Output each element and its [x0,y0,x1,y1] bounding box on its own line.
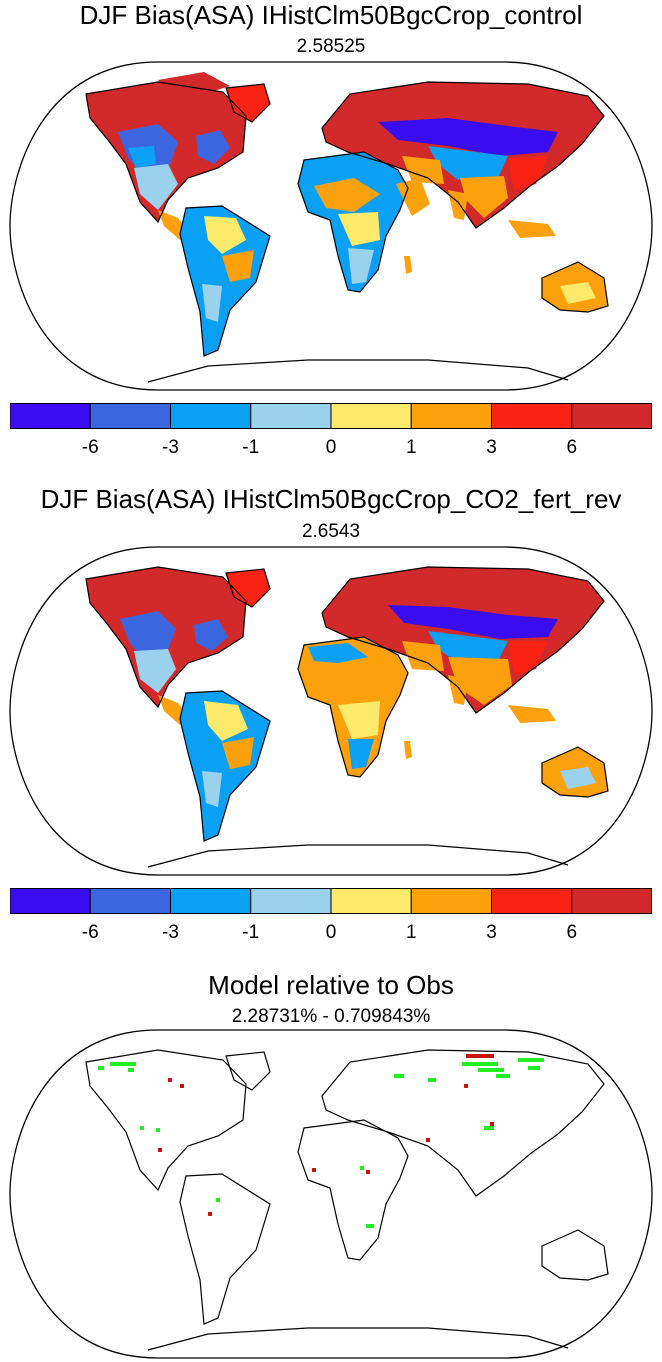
colorbar-box [491,888,573,914]
colorbar-box [170,888,252,914]
map-boundary [9,546,653,876]
colorbar-1 [10,403,652,429]
colorbar-tick-label: 3 [486,922,497,943]
colorbar-tick-label: -6 [81,437,99,458]
colorbar-box [89,403,171,429]
difference-cells [98,1054,544,1228]
colorbar-box [571,403,652,429]
coastlines [85,81,609,383]
bias-map-control [9,61,653,391]
colorbar-box [330,403,412,429]
colorbar-box [410,888,492,914]
colorbar-tick-label: -1 [242,922,260,943]
panel-3-subtitle: 2.28731% - 0.709843% [231,1006,431,1027]
colorbar-tick-label: 1 [405,437,417,458]
colorbar-box [410,403,492,429]
colorbar-box [250,888,332,914]
colorbar-2-labels: -6 -3 -1 0 1 3 6 [0,922,662,946]
colorbar-box [10,888,91,914]
colorbar-tick-label: 1 [405,922,417,943]
difference-map [9,1029,653,1359]
colorbar-box [250,403,332,429]
panel-2-title: DJF Bias(ASA) IHistClm50BgcCrop_CO2_fert… [40,484,622,514]
colorbar-tick-label: -1 [242,437,260,458]
colorbar-2-boxes [10,888,652,914]
coastlines [85,566,609,868]
colorbar-tick-label: 3 [486,437,497,458]
panel-3-title: Model relative to Obs [208,970,454,1000]
colorbar-box [10,403,91,429]
colorbar-tick-label: 0 [325,437,337,458]
land-fill [86,567,608,841]
land-fill [86,72,608,390]
map-boundary [9,1029,653,1359]
map-boundary [9,61,653,391]
colorbar-tick-label: -3 [162,922,179,943]
colorbar-tick-label: 6 [566,922,578,943]
bias-map-co2-fert-rev [9,546,653,876]
coastlines [85,1049,609,1351]
colorbar-tick-label: -6 [81,922,99,943]
colorbar-box [571,888,652,914]
panel-2-subtitle: 2.6543 [301,521,361,542]
colorbar-box [491,403,573,429]
colorbar-box [89,888,171,914]
colorbar-2 [10,888,652,914]
colorbar-tick-label: 0 [325,922,337,943]
panel-1-title: DJF Bias(ASA) IHistClm50BgcCrop_control [79,0,583,30]
colorbar-1-boxes [10,403,652,429]
panel-1-subtitle: 2.58525 [296,36,366,57]
colorbar-tick-label: -3 [162,437,179,458]
colorbar-tick-label: 6 [566,437,578,458]
colorbar-box [330,888,412,914]
colorbar-box [170,403,252,429]
colorbar-1-labels: -6 -3 -1 0 1 3 6 [0,437,662,461]
